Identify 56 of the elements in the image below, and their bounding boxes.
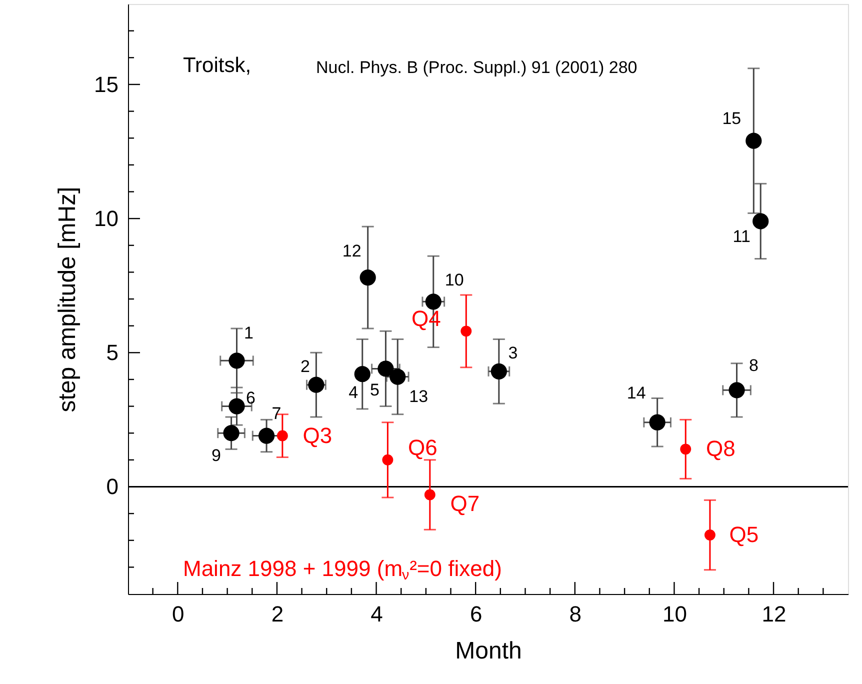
point [424, 489, 436, 500]
point [308, 376, 324, 393]
annotation: Nucl. Phys. B (Proc. Suppl.) 91 (2001) 280 [316, 58, 638, 77]
point [258, 428, 275, 444]
y-tick-label: 10 [94, 206, 118, 232]
point [228, 398, 245, 414]
point [704, 530, 716, 540]
point [228, 352, 245, 369]
annotation: 10 [444, 270, 464, 290]
point [680, 444, 692, 455]
point [746, 132, 762, 149]
point [378, 360, 394, 377]
y-axis-title: step amplitude [mHz] [54, 186, 82, 412]
text: Troitsk, [183, 54, 252, 77]
point [390, 368, 406, 385]
annotation: 13 [409, 386, 428, 406]
annotation: 2 [300, 356, 310, 376]
annotation: Q3 [302, 422, 332, 448]
x-tick-label: 4 [370, 602, 383, 626]
point [752, 213, 769, 230]
annotation: 14 [626, 383, 646, 402]
x-axis-title: Month [455, 638, 522, 664]
point [425, 294, 442, 310]
x-tick-label: 8 [569, 602, 582, 626]
point [382, 454, 394, 466]
annotation: 1 [244, 324, 254, 343]
annotation: 11 [732, 227, 750, 246]
x-tick-label: 6 [470, 602, 482, 626]
annotation: 3 [508, 343, 518, 362]
y-tick-label: 0 [106, 474, 118, 500]
annotation: 12 [342, 242, 362, 261]
point [460, 326, 472, 337]
annotation: 6 [246, 388, 256, 408]
annotation: Q5 [729, 522, 759, 547]
annotation: 5 [370, 380, 380, 400]
x-tick-label: 10 [662, 602, 687, 626]
y-tick-label: 15 [94, 72, 118, 97]
point [649, 414, 666, 430]
x-tick-label: 0 [172, 602, 184, 626]
point [354, 366, 370, 382]
x-tick-label: 2 [271, 602, 284, 626]
annotation: Q8 [706, 436, 736, 462]
point [276, 430, 288, 442]
annotation: Q6 [408, 434, 438, 460]
point [223, 425, 240, 442]
y-tick-label: 5 [106, 340, 118, 366]
point [360, 270, 376, 286]
annotation: 8 [749, 356, 759, 376]
annotation: 15 [722, 108, 742, 128]
point [490, 363, 507, 380]
annotation: 4 [348, 383, 358, 402]
annotation: 9 [212, 446, 222, 466]
annotation: Q7 [450, 490, 480, 516]
point [728, 382, 745, 398]
annotation: 7 [272, 404, 282, 423]
x-tick-label: 12 [762, 602, 786, 626]
